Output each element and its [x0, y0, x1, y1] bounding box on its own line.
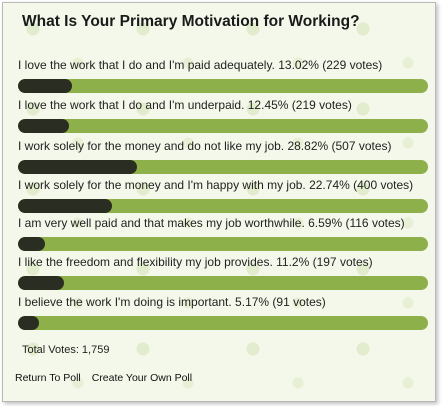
create-your-own-poll-link[interactable]: Create Your Own Poll	[91, 372, 193, 384]
poll-answer: I like the freedom and flexibility my jo…	[18, 255, 428, 290]
poll-answer: I work solely for the money and I'm happ…	[18, 178, 428, 213]
poll-answer: I love the work that I do and I'm underp…	[18, 98, 428, 133]
answer-label: I work solely for the money and I'm happ…	[18, 178, 414, 192]
result-bar	[18, 237, 428, 251]
return-to-poll-link[interactable]: Return To Poll	[15, 372, 81, 384]
poll-links: Return To Poll Create Your Own Poll	[15, 372, 192, 384]
answer-label: I work solely for the money and do not l…	[18, 139, 392, 153]
result-bar	[18, 199, 428, 213]
answer-label: I love the work that I do and I'm underp…	[18, 98, 352, 112]
result-bar-fill	[18, 199, 112, 213]
total-votes: Total Votes: 1,759	[22, 344, 110, 356]
result-bar	[18, 276, 428, 290]
poll-answer: I work solely for the money and do not l…	[18, 139, 428, 174]
result-bar-fill	[18, 160, 137, 174]
poll-container: What Is Your Primary Motivation for Work…	[2, 2, 436, 402]
answer-label: I like the freedom and flexibility my jo…	[18, 255, 373, 269]
result-bar-fill	[18, 119, 69, 133]
result-bar-fill	[18, 276, 64, 290]
result-bar-fill	[18, 237, 45, 251]
answer-label: I love the work that I do and I'm paid a…	[18, 58, 383, 72]
poll-answer: I am very well paid and that makes my jo…	[18, 216, 428, 251]
poll-title: What Is Your Primary Motivation for Work…	[22, 13, 360, 30]
result-bar-fill	[18, 79, 72, 93]
answer-label: I am very well paid and that makes my jo…	[18, 216, 405, 230]
result-bar	[18, 160, 428, 174]
poll-answer: I believe the work I'm doing is importan…	[18, 295, 428, 330]
result-bar	[18, 79, 428, 93]
result-bar	[18, 316, 428, 330]
poll-answer: I love the work that I do and I'm paid a…	[18, 58, 428, 93]
result-bar	[18, 119, 428, 133]
answer-label: I believe the work I'm doing is importan…	[18, 295, 326, 309]
result-bar-fill	[18, 316, 39, 330]
